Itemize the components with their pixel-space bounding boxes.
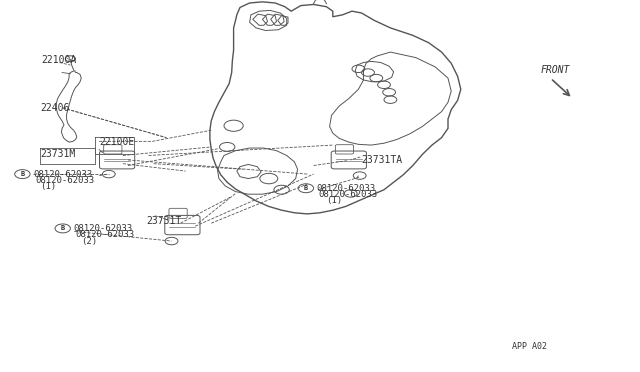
Text: 08120-62033: 08120-62033 <box>33 170 92 179</box>
Text: 08120-62033: 08120-62033 <box>319 190 378 199</box>
Text: B: B <box>61 225 65 231</box>
Text: B: B <box>20 171 24 177</box>
Text: 22100A: 22100A <box>42 55 77 65</box>
Text: 23731M: 23731M <box>40 149 76 159</box>
Text: 22100E: 22100E <box>99 137 134 147</box>
Text: 08120-62033: 08120-62033 <box>76 230 134 239</box>
Text: (1): (1) <box>326 196 342 205</box>
Text: B: B <box>304 185 308 191</box>
Text: 23731TA: 23731TA <box>362 155 403 166</box>
Text: (1): (1) <box>40 182 56 191</box>
Text: 22406: 22406 <box>40 103 70 113</box>
Text: FRONT: FRONT <box>541 65 570 75</box>
Text: 23731T: 23731T <box>146 216 181 226</box>
Text: 08120-62033: 08120-62033 <box>35 176 94 185</box>
Text: (2): (2) <box>81 237 97 246</box>
Text: APP A02: APP A02 <box>512 342 547 351</box>
Text: 08120-62033: 08120-62033 <box>317 184 376 193</box>
Text: 08120-62033: 08120-62033 <box>74 224 132 233</box>
